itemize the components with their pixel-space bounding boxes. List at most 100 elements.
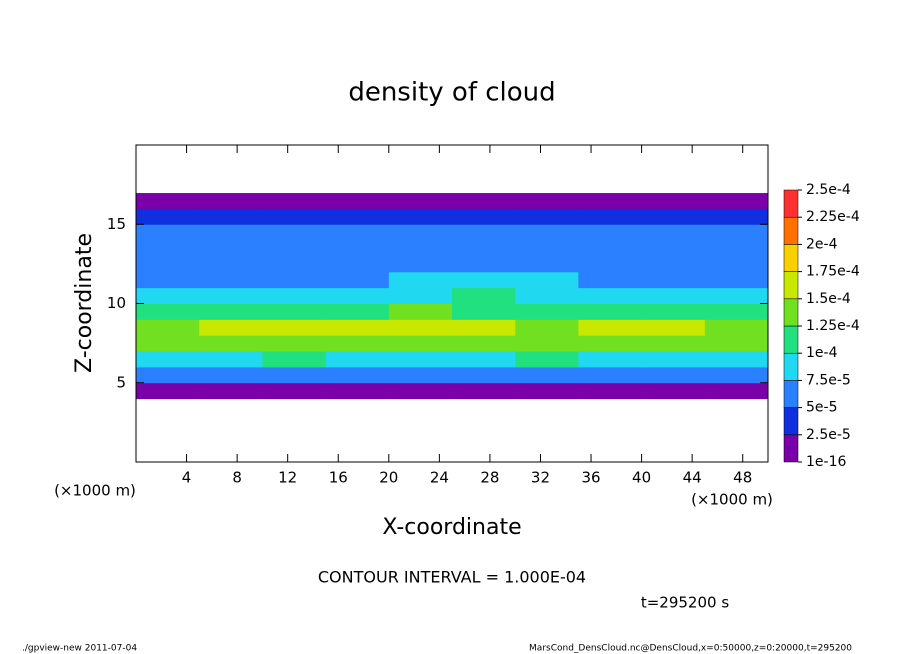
cell: [136, 446, 200, 463]
x-tick-label: 32: [531, 469, 550, 487]
x-tick-label: 36: [581, 469, 600, 487]
cell: [325, 160, 390, 178]
cell: [641, 303, 706, 320]
cell: [199, 351, 263, 368]
cell: [199, 366, 263, 384]
cell: [578, 224, 643, 241]
cell: [262, 351, 327, 368]
cell: [199, 208, 263, 225]
cell: [388, 335, 453, 352]
cell: [325, 319, 390, 336]
cell: [262, 145, 327, 162]
cell: [325, 192, 390, 209]
cell: [641, 351, 706, 368]
cell: [704, 160, 769, 178]
y-tick-label: 10: [107, 294, 126, 312]
contour-interval: CONTOUR INTERVAL = 1.000E-04: [318, 568, 586, 587]
cell: [199, 446, 263, 463]
colorbar-box: [783, 271, 799, 300]
colorbar-box: [783, 434, 799, 463]
cell: [325, 303, 390, 320]
cell: [515, 414, 579, 431]
cell: [515, 303, 579, 320]
cell: [452, 446, 516, 463]
cell: [704, 335, 769, 352]
cell: [704, 145, 769, 162]
cell: [578, 303, 643, 320]
cell: [388, 176, 453, 194]
cell: [704, 192, 769, 209]
cell: [262, 414, 327, 431]
colorbar-label: 1.25e-4: [806, 318, 860, 334]
cell: [641, 224, 706, 241]
cell: [578, 271, 643, 289]
colorbar-label: 2e-4: [806, 236, 838, 252]
cell: [325, 287, 390, 304]
cell: [388, 303, 453, 320]
cell: [136, 224, 200, 241]
cell: [515, 398, 579, 415]
cell: [199, 303, 263, 320]
colorbar-box: [783, 325, 799, 354]
cell: [704, 414, 769, 431]
cell: [388, 271, 453, 289]
colorbar-label: 2.5e-4: [806, 182, 851, 198]
cell: [388, 414, 453, 431]
colorbar-label: 2.5e-5: [806, 427, 851, 443]
cell: [578, 319, 643, 336]
cell: [515, 287, 579, 304]
cell: [388, 382, 453, 400]
cell: [199, 287, 263, 304]
cell: [262, 255, 327, 273]
cell: [136, 287, 200, 304]
cell: [325, 271, 390, 289]
cell: [704, 240, 769, 257]
cell: [388, 430, 453, 447]
cell: [388, 224, 453, 241]
y-tick-label: 15: [107, 215, 126, 233]
cell: [199, 255, 263, 273]
colorbar-label: 5e-5: [806, 400, 837, 416]
colorbar-label: 7.5e-5: [806, 372, 851, 388]
cell: [452, 303, 516, 320]
cell: [641, 255, 706, 273]
cell: [388, 240, 453, 257]
cell: [515, 208, 579, 225]
cell: [388, 446, 453, 463]
x-tick-label: 48: [733, 469, 752, 487]
cell: [704, 430, 769, 447]
cell: [641, 335, 706, 352]
cell: [325, 430, 390, 447]
cell: [388, 398, 453, 415]
cell: [388, 192, 453, 209]
cell: [199, 414, 263, 431]
cell: [325, 382, 390, 400]
cell: [452, 176, 516, 194]
cell: [262, 303, 327, 320]
cell: [199, 176, 263, 194]
cell: [325, 176, 390, 194]
cell: [704, 351, 769, 368]
cell: [515, 335, 579, 352]
colorbar-box: [783, 298, 799, 327]
cell: [199, 224, 263, 241]
cell: [136, 366, 200, 384]
cell: [515, 145, 579, 162]
cell: [578, 160, 643, 178]
cell: [515, 224, 579, 241]
chart-title: density of cloud: [348, 78, 555, 108]
cell: [452, 398, 516, 415]
cell: [325, 446, 390, 463]
cell: [515, 192, 579, 209]
cell: [136, 382, 200, 400]
cell: [199, 335, 263, 352]
cell: [704, 366, 769, 384]
cell: [515, 430, 579, 447]
cell: [262, 398, 327, 415]
cell: [641, 192, 706, 209]
y-tick-label: 5: [116, 373, 126, 391]
cell: [578, 287, 643, 304]
cell: [452, 430, 516, 447]
cell: [704, 176, 769, 194]
cell: [704, 319, 769, 336]
